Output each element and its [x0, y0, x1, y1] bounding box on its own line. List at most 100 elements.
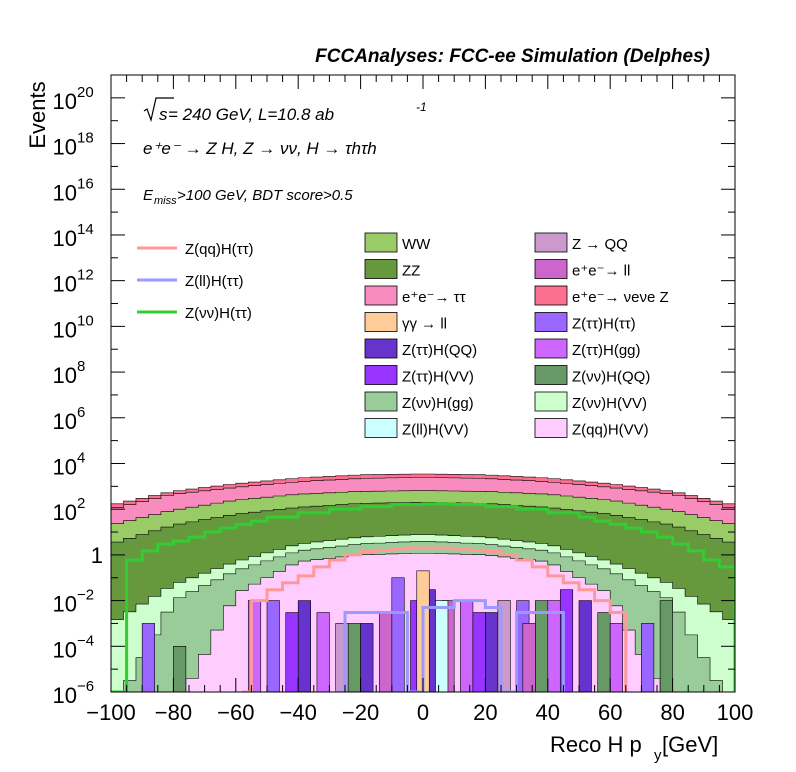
svg-text:16: 16 — [77, 175, 94, 192]
svg-text:2: 2 — [77, 495, 85, 512]
cut-subscript: miss — [154, 195, 177, 207]
sparse-bar — [641, 623, 655, 692]
legend-entry: WW — [364, 232, 431, 253]
energy-text: = 240 GeV, L=10.8 ab — [168, 105, 334, 124]
x-tick-label: −100 — [86, 700, 136, 725]
sparse-bar — [578, 600, 592, 692]
sparse-bar — [522, 623, 536, 692]
y-tick-label: 10 20 — [53, 84, 94, 114]
svg-text:Z(qq)H(ττ): Z(qq)H(ττ) — [185, 241, 254, 258]
legend-entry: Z(qq)H(VV) — [534, 418, 649, 439]
svg-text:Z → QQ: Z → QQ — [572, 236, 628, 253]
svg-text:Z(ττ)H(VV): Z(ττ)H(VV) — [402, 369, 474, 386]
svg-text:10: 10 — [53, 409, 77, 434]
sparse-bar — [316, 612, 330, 692]
sparse-bar — [266, 600, 280, 692]
svg-text:e⁺e⁻→ ττ: e⁺e⁻→ ττ — [402, 289, 466, 306]
sparse-bar — [379, 612, 393, 692]
y-tick-label: 10 12 — [53, 267, 94, 297]
svg-text:10: 10 — [53, 135, 77, 160]
sparse-bar — [285, 612, 299, 692]
x-tick-label: 100 — [717, 700, 754, 725]
sparse-bar — [609, 623, 623, 692]
svg-text:Z(ττ)H(gg): Z(ττ)H(gg) — [572, 342, 641, 359]
svg-text:8: 8 — [77, 358, 85, 375]
svg-text:e⁺e⁻→ νeνe Z: e⁺e⁻→ νeνe Z — [572, 289, 669, 306]
plot-area: −100 −80 −60 −40 −20 0 20 40 60 80 10010−610−410−2… — [53, 74, 754, 725]
svg-text:10: 10 — [53, 454, 77, 479]
y-tick-label: 10 4 — [53, 449, 86, 479]
legend-entry: e⁺e⁻→ νeνe Z — [534, 285, 669, 306]
y-axis-label: Events — [25, 81, 50, 148]
x-axis-label-unit: [GeV] — [662, 732, 718, 757]
legend-entry: ZZ — [364, 259, 420, 280]
overlay-line — [111, 502, 735, 692]
x-tick-label: 80 — [660, 700, 684, 725]
y-tick-label: 10 2 — [53, 495, 86, 525]
x-tick-label: −80 — [155, 700, 192, 725]
legend-entry: Z(qq)H(ττ) — [137, 241, 254, 258]
sparse-bar — [460, 600, 474, 692]
legend-entry: γγ → ll — [364, 312, 447, 333]
svg-text:10: 10 — [53, 89, 77, 114]
sparse-bar — [597, 612, 611, 692]
y-tick-label: 1 — [91, 543, 103, 568]
overlay-line — [242, 546, 628, 692]
svg-text:14: 14 — [77, 221, 94, 238]
x-tick-label: 60 — [598, 700, 622, 725]
y-tick-label: 10 −6 — [53, 678, 95, 708]
cut-text: >100 GeV, BDT score>0.5 — [177, 187, 353, 204]
overlay-line — [335, 599, 565, 692]
svg-text:ZZ: ZZ — [402, 263, 420, 280]
y-tick-label: 10 10 — [53, 312, 94, 342]
x-tick-label: −60 — [217, 700, 254, 725]
svg-text:WW: WW — [402, 236, 431, 253]
svg-text:e⁺e⁻→ ll: e⁺e⁻→ ll — [572, 263, 630, 280]
svg-text:10: 10 — [53, 363, 77, 388]
x-axis-label-sub: y — [654, 747, 662, 764]
legend-entry: Z(νν)H(ττ) — [137, 305, 252, 322]
svg-text:Z(νν)H(gg): Z(νν)H(gg) — [402, 395, 474, 412]
y-tick-label: 10 14 — [53, 221, 94, 251]
process-annotation: e⁺e⁻ → Z H, Z → νν, H → τhτh — [143, 139, 377, 158]
x-axis-label-main: Reco H p — [550, 732, 642, 757]
svg-text:Z(νν)H(ττ): Z(νν)H(ττ) — [185, 305, 252, 322]
y-tick-label: 10 8 — [53, 358, 86, 388]
svg-text:10: 10 — [53, 180, 77, 205]
legend-entry: e⁺e⁻→ ll — [534, 259, 630, 280]
svg-text:Z(νν)H(VV): Z(νν)H(VV) — [572, 395, 647, 412]
sparse-bar — [535, 600, 549, 692]
svg-text:Z(ττ)H(QQ): Z(ττ)H(QQ) — [402, 342, 477, 359]
svg-text:Z(ττ)H(ττ): Z(ττ)H(ττ) — [572, 316, 636, 333]
x-tick-label: 0 — [417, 700, 429, 725]
svg-text:−2: −2 — [77, 587, 94, 604]
svg-text:10: 10 — [53, 272, 77, 297]
svg-text:1: 1 — [91, 543, 103, 568]
x-tick-label: 20 — [473, 700, 497, 725]
y-tick-label: 10 6 — [53, 404, 86, 434]
energy-annotation: s = 240 GeV, L=10.8 ab -1 — [143, 97, 427, 124]
sparse-bar — [435, 600, 449, 692]
legend-entry: Z(νν)H(gg) — [364, 391, 474, 412]
svg-text:E: E — [143, 187, 154, 204]
x-axis-label: Reco H p y [GeV] — [550, 732, 718, 764]
legend-entry: Z(νν)H(VV) — [534, 391, 647, 412]
svg-text:−4: −4 — [77, 632, 94, 649]
svg-text:Z(ll)H(ττ): Z(ll)H(ττ) — [185, 273, 244, 290]
legend-entry: Z(ττ)H(QQ) — [364, 338, 477, 359]
svg-text:4: 4 — [77, 449, 85, 466]
svg-text:Z(ll)H(VV): Z(ll)H(VV) — [402, 422, 469, 439]
sqrt-sign — [143, 97, 174, 123]
svg-text:10: 10 — [53, 317, 77, 342]
legend-entry: Z → QQ — [534, 232, 628, 253]
svg-text:20: 20 — [77, 84, 94, 101]
svg-text:10: 10 — [53, 592, 77, 617]
legend-entry: e⁺e⁻→ ττ — [364, 285, 466, 306]
svg-text:6: 6 — [77, 404, 85, 421]
svg-text:12: 12 — [77, 267, 94, 284]
cut-annotation: E miss >100 GeV, BDT score>0.5 — [143, 187, 353, 207]
svg-text:−6: −6 — [77, 678, 94, 695]
lumi-exponent: -1 — [416, 100, 427, 114]
svg-text:18: 18 — [77, 130, 94, 147]
